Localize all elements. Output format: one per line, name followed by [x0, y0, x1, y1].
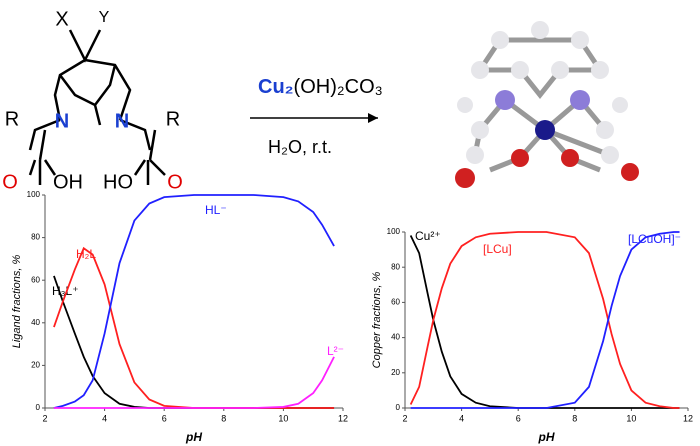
- y-axis-label: Copper fractions, %: [371, 271, 383, 368]
- y-tick-label: 20: [31, 361, 40, 370]
- atom-label: O: [167, 171, 183, 193]
- series-line: [53, 194, 335, 409]
- x-tick-label: 6: [516, 413, 521, 423]
- y-tick-label: 40: [391, 333, 400, 342]
- series-line: [409, 231, 680, 409]
- reagent-metal: Cu₂: [258, 76, 294, 98]
- series-label: [LCu]: [483, 242, 512, 256]
- y-tick-label: 0: [36, 403, 41, 412]
- series-line: [53, 356, 335, 409]
- x-tick-label: 10: [626, 413, 636, 423]
- series-label: H₃L⁺: [52, 284, 79, 298]
- atom-label: Y: [99, 9, 110, 26]
- ligand-structure: [28, 29, 166, 185]
- x-axis-label: pH: [538, 430, 555, 444]
- atom-label: OH: [53, 171, 83, 193]
- y-tick-label: 80: [31, 233, 40, 242]
- series-label: H₂L: [76, 247, 96, 261]
- y-tick-label: 60: [391, 298, 400, 307]
- x-tick-label: 4: [459, 413, 464, 423]
- x-tick-label: 4: [102, 413, 107, 423]
- x-tick-label: 8: [221, 413, 226, 423]
- x-tick-label: 12: [683, 413, 693, 423]
- y-axis-label: Ligand fractions, %: [11, 255, 23, 349]
- series-label: Cu²⁺: [415, 229, 441, 243]
- y-tick-label: 60: [31, 275, 40, 284]
- series-line: [410, 231, 680, 409]
- arrow-head: [368, 113, 378, 123]
- y-tick-label: 40: [31, 318, 40, 327]
- reagent-rest: (OH)₂CO₃: [294, 76, 383, 98]
- atom-label: HO: [103, 171, 133, 193]
- reagent: Cu₂(OH)₂CO₃: [258, 76, 383, 98]
- series-label: [LCuOH]⁻: [628, 232, 681, 246]
- x-tick-label: 8: [572, 413, 577, 423]
- x-tick-label: 6: [162, 413, 167, 423]
- atom-label: R: [5, 108, 19, 130]
- atom-label: R: [166, 108, 180, 130]
- series-label: L²⁻: [327, 344, 344, 358]
- x-tick-label: 2: [42, 413, 47, 423]
- y-tick-label: 100: [387, 227, 401, 236]
- x-axis-label: pH: [185, 430, 202, 444]
- series-line: [53, 246, 335, 409]
- x-tick-label: 10: [278, 413, 288, 423]
- series-line: [53, 275, 335, 409]
- y-tick-label: 100: [27, 190, 41, 199]
- complex-model: [455, 21, 639, 188]
- x-tick-label: 12: [338, 413, 348, 423]
- series-label: HL⁻: [205, 203, 227, 217]
- atom-label: N: [115, 110, 129, 132]
- y-tick-label: 20: [391, 368, 400, 377]
- atom-label: X: [55, 8, 68, 30]
- x-tick-label: 2: [402, 413, 407, 423]
- y-tick-label: 0: [396, 403, 401, 412]
- y-tick-label: 80: [391, 262, 400, 271]
- atom-label: N: [55, 110, 69, 132]
- atom-label: O: [2, 171, 18, 193]
- conditions: H₂O, r.t.: [268, 137, 332, 157]
